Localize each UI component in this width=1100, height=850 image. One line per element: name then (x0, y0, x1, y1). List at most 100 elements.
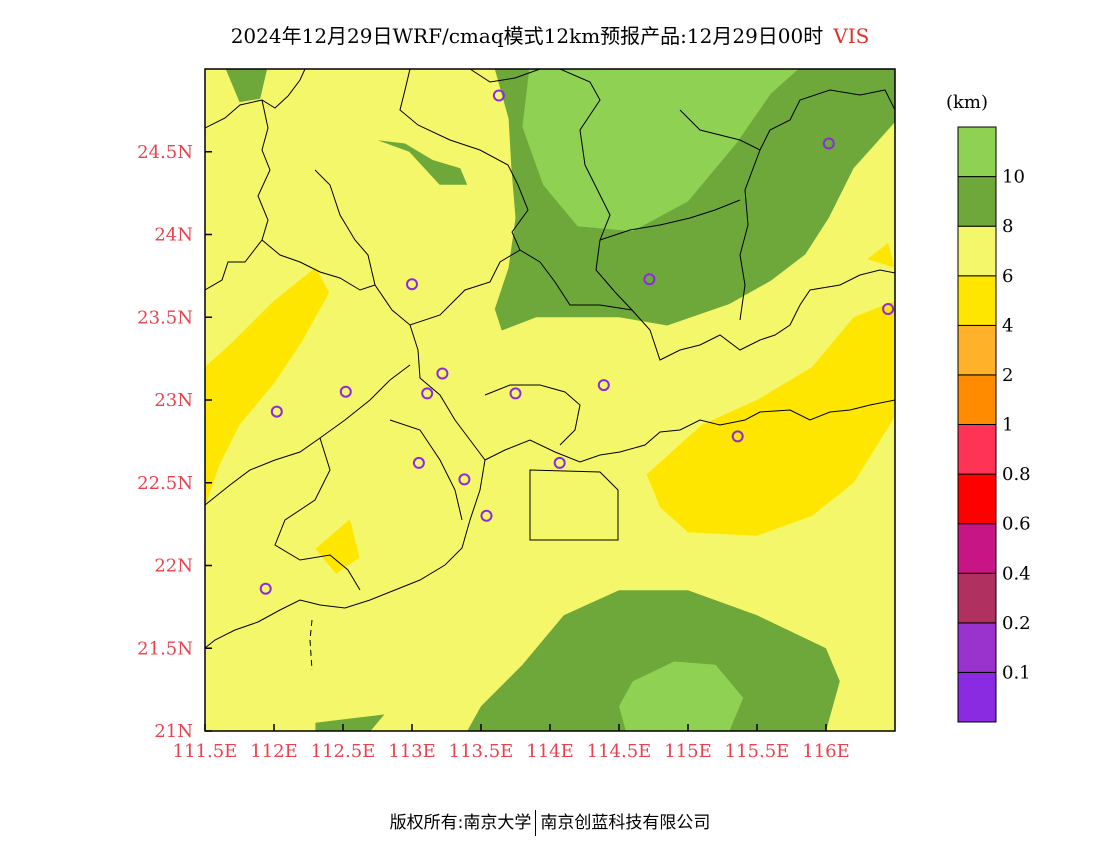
footer: 版权所有:南京大学 南京创蓝科技有限公司 (0, 808, 1100, 836)
visibility-fill-regions (205, 69, 895, 731)
legend-label: 2 (1002, 365, 1013, 386)
station-marker-0 (492, 89, 505, 102)
legend-swatch-10 (957, 176, 997, 227)
x-tick-label: 113E (388, 741, 436, 762)
boundary-line (205, 439, 486, 649)
y-tick-label: 24N (154, 225, 193, 246)
station-marker-1 (822, 137, 835, 150)
fill-region-2 (467, 590, 840, 731)
legend-swatch-5 (957, 424, 997, 475)
boundary-line (261, 239, 376, 291)
legend-swatch-0 (957, 671, 997, 723)
legend-swatch-7 (957, 324, 997, 376)
admin-boundaries (205, 69, 895, 671)
y-tick-label: 21.5N (137, 638, 193, 659)
fill-region-3 (619, 661, 744, 731)
boundary-line (529, 469, 619, 541)
fill-region-8 (646, 300, 895, 536)
legend-unit-label: (km) (946, 92, 988, 113)
boundary-line (274, 437, 361, 591)
station-marker-9 (597, 379, 610, 392)
y-tick-label: 22N (154, 556, 193, 577)
y-tick-label: 23N (154, 390, 193, 411)
x-tick-label: 112E (250, 741, 298, 762)
boundary-line (599, 199, 741, 241)
station-marker-5 (339, 385, 352, 398)
legend-label: 10 (1002, 167, 1025, 188)
map-title: 2024年12月29日WRF/cmaq模式12km预报产品:12月29日00时 V… (0, 20, 1100, 49)
y-tick-label: 24.5N (137, 142, 193, 163)
legend-swatch-8 (957, 275, 997, 326)
legend-swatch-6 (957, 374, 997, 425)
x-tick-label: 113.5E (449, 741, 514, 762)
legend-label: 8 (1002, 216, 1013, 237)
legend-swatch-9 (957, 225, 997, 277)
fill-region-1 (522, 69, 799, 232)
fill-region-5 (225, 69, 268, 103)
station-marker-14 (553, 456, 566, 469)
legend-label: 0.1 (1002, 662, 1031, 683)
coastline (484, 399, 895, 463)
boundary-line (739, 149, 761, 321)
legend-label: 4 (1002, 315, 1013, 336)
boundary-line (205, 69, 306, 129)
station-marker-13 (458, 473, 471, 486)
y-axis-ticks: 21N 21.5N 22N 22.5N 23N 23.5N 24N 24.5N (137, 142, 212, 742)
x-tick-label: 115.5E (725, 741, 790, 762)
x-tick-label: 116E (802, 741, 850, 762)
legend-label: 0.6 (1002, 514, 1031, 535)
color-legend: 0.1 0.2 0.4 0.6 0.8 1 2 4 6 8 10 (957, 126, 1031, 723)
fill-region-6 (377, 140, 468, 185)
fill-region-7 (205, 267, 330, 508)
x-tick-label: 114E (526, 741, 574, 762)
fill-region-10 (867, 242, 895, 268)
y-tick-label: 21N (154, 721, 193, 742)
legend-label: 6 (1002, 266, 1013, 287)
station-marker-8 (509, 387, 522, 400)
x-axis-ticks: 111.5E 112E 112.5E 113E 113.5E 114E 114.5E 115E… (173, 724, 850, 762)
legend-swatch-4 (957, 473, 997, 525)
station-marker-10 (270, 405, 283, 418)
footer-left: 版权所有:南京大学 (389, 813, 532, 833)
legend-swatch-11 (957, 126, 997, 178)
boundary-line (314, 69, 529, 326)
legend-swatch-2 (957, 572, 997, 624)
boundary-line (389, 419, 463, 521)
legend-label: 1 (1002, 415, 1013, 436)
station-marker-12 (412, 456, 425, 469)
boundary-line (205, 99, 271, 291)
station-marker-16 (259, 582, 272, 595)
boundary-line (409, 324, 471, 441)
station-marker-3 (643, 273, 656, 286)
station-marker-7 (421, 387, 434, 400)
boundary-line (484, 384, 581, 446)
boundary-line (559, 69, 895, 361)
footer-separator (535, 810, 537, 836)
legend-label: 0.4 (1002, 563, 1031, 584)
legend-label: 0.8 (1002, 464, 1031, 485)
x-tick-label: 114.5E (587, 741, 652, 762)
boundary-line (519, 249, 633, 311)
station-marker-11 (731, 430, 744, 443)
footer-right: 南京创蓝科技有限公司 (540, 813, 711, 833)
x-tick-label: 111.5E (173, 741, 238, 762)
y-tick-label: 23.5N (137, 307, 193, 328)
station-marker-15 (480, 509, 493, 522)
station-marker-4 (882, 303, 895, 315)
station-markers (259, 89, 895, 595)
boundary-line (469, 69, 541, 83)
fill-region-9 (315, 519, 360, 574)
station-marker-6 (436, 367, 449, 380)
legend-label: 0.2 (1002, 613, 1031, 634)
title-text: 2024年12月29日WRF/cmaq模式12km预报产品:12月29日00时 (230, 24, 824, 48)
map-panel (205, 69, 895, 731)
boundary-line (205, 364, 411, 506)
station-marker-2 (406, 278, 418, 291)
legend-swatch-3 (957, 523, 997, 574)
x-tick-label: 112.5E (311, 741, 376, 762)
x-tick-label: 115E (664, 741, 712, 762)
fill-region-4 (315, 714, 385, 731)
legend-swatch-1 (957, 622, 997, 673)
boundary-line (309, 619, 313, 671)
